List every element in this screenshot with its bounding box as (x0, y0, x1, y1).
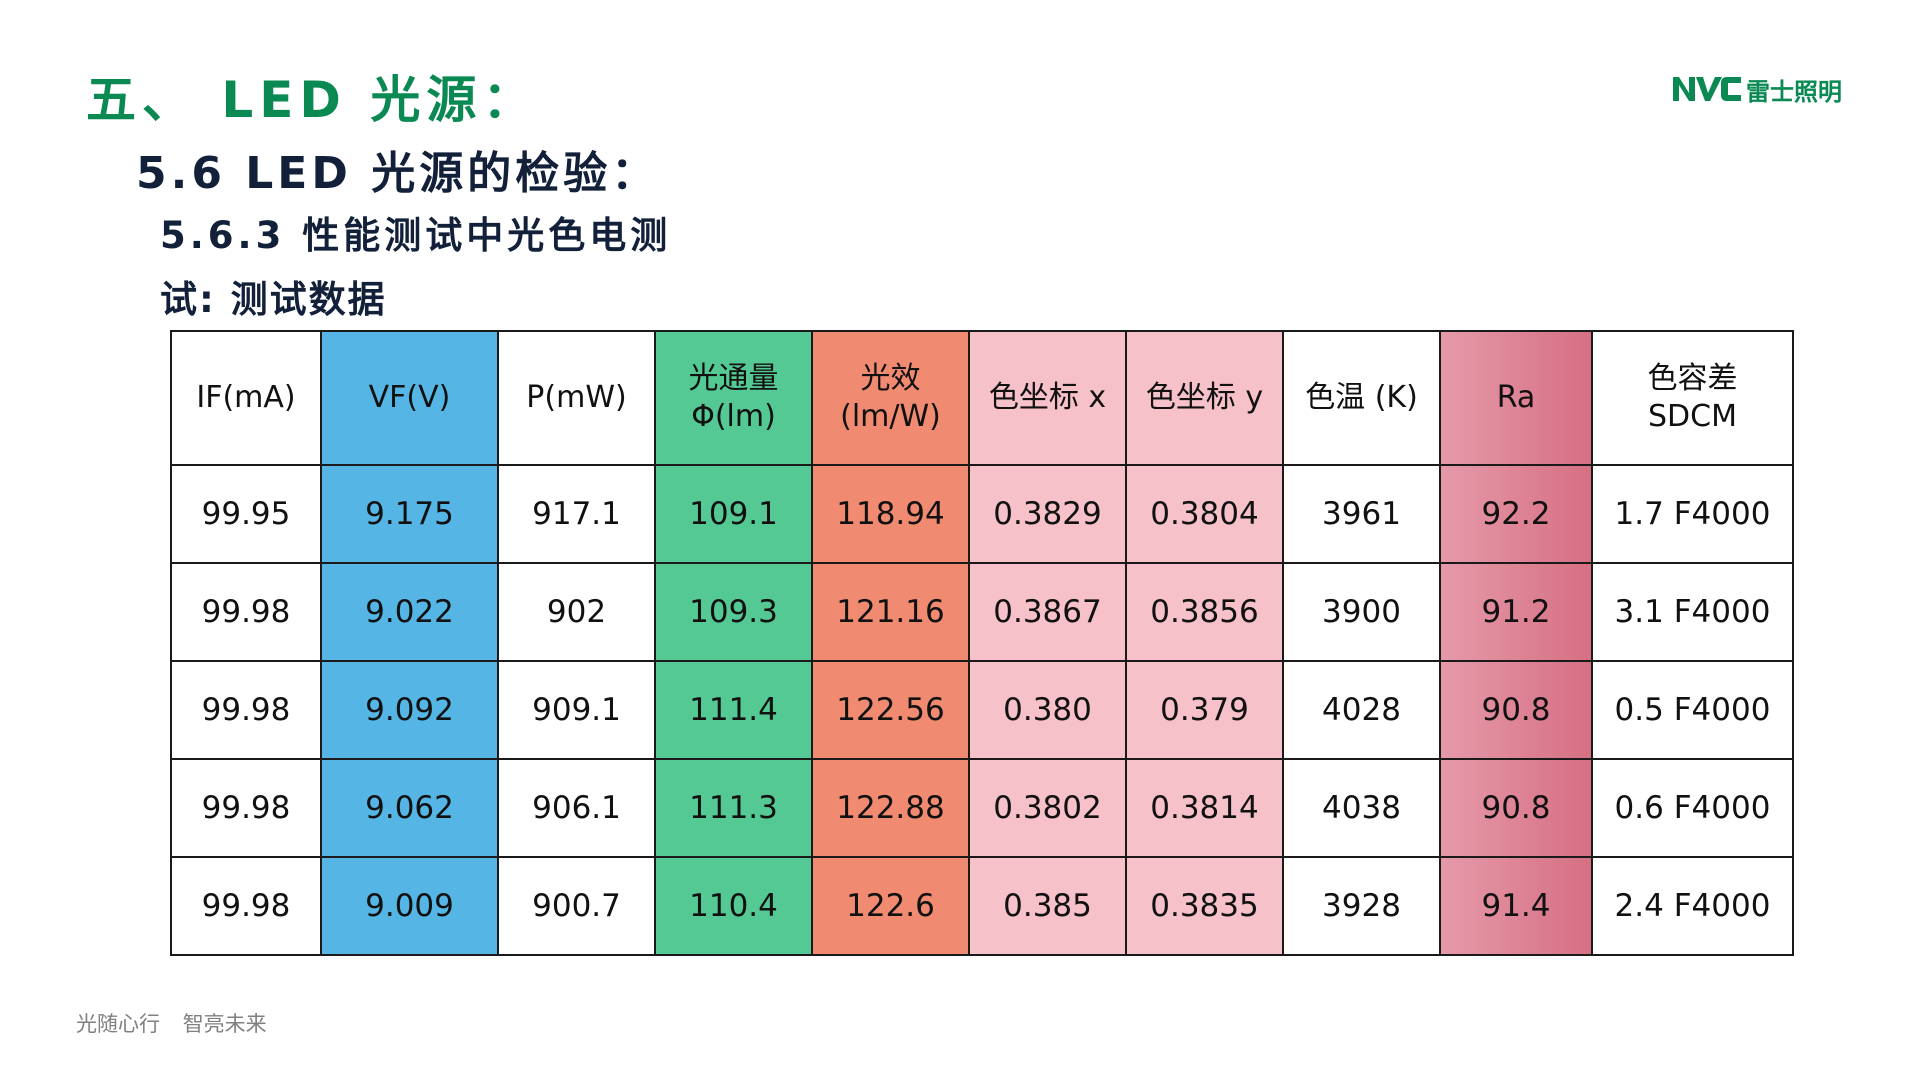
column-header-label: SDCM (1648, 399, 1737, 434)
table-cell: 91.2 (1439, 562, 1593, 662)
column-header: VF(V) (320, 330, 499, 466)
column-header-label: 色温 (K) (1305, 380, 1418, 415)
table-cell: 122.6 (811, 856, 970, 956)
table-cell: 2.4 F4000 (1591, 856, 1794, 956)
table-caption: 试: 测试数据 (160, 278, 387, 321)
column-header: 色坐标 x (968, 330, 1127, 466)
brand-logo: 雷士照明 (1672, 72, 1844, 106)
table-cell: 4038 (1282, 758, 1441, 858)
table-cell: 110.4 (654, 856, 813, 956)
slogan-part-2: 智亮未来 (182, 1012, 267, 1036)
column-header-label: 色容差 (1647, 361, 1738, 396)
table-row: 99.98 9.022 902 109.3 121.16 0.3867 0.3856 3900… (170, 562, 1794, 662)
column-header-label: 光效 (860, 361, 921, 396)
table-cell: 900.7 (497, 856, 656, 956)
table-cell: 0.3829 (968, 464, 1127, 564)
table-cell: 91.4 (1439, 856, 1593, 956)
column-header-label: Φ(lm) (691, 399, 776, 434)
column-header-label: Ra (1496, 380, 1536, 415)
table-cell: 9.175 (320, 464, 499, 564)
table-cell: 0.3804 (1125, 464, 1284, 564)
table-cell: 0.379 (1125, 660, 1284, 760)
table-cell: 99.98 (170, 562, 322, 662)
column-header: 色容差 SDCM (1591, 330, 1794, 466)
slogan-part-1: 光随心行 (76, 1012, 160, 1036)
table-cell: 0.385 (968, 856, 1127, 956)
table-cell: 111.4 (654, 660, 813, 760)
table-cell: 99.98 (170, 856, 322, 956)
table-header-row: IF(mA) VF(V) P(mW) 光通量 Φ(lm) 光效 (lm/W) 色坐标 x 色坐标… (170, 330, 1794, 466)
column-header: 光通量 Φ(lm) (654, 330, 813, 466)
column-header-label: VF(V) (368, 380, 451, 415)
table-cell: 3.1 F4000 (1591, 562, 1794, 662)
table-cell: 9.062 (320, 758, 499, 858)
column-header: Ra (1439, 330, 1593, 466)
table-cell: 0.3867 (968, 562, 1127, 662)
table-cell: 109.3 (654, 562, 813, 662)
table-cell: 90.8 (1439, 660, 1593, 760)
table-body: 99.95 9.175 917.1 109.1 118.94 0.3829 0.3804 39… (170, 464, 1794, 956)
footer-slogan: 光随心行 智亮未来 (76, 1008, 267, 1038)
table-cell: 0.6 F4000 (1591, 758, 1794, 858)
table-cell: 902 (497, 562, 656, 662)
led-test-data-table: IF(mA) VF(V) P(mW) 光通量 Φ(lm) 光效 (lm/W) 色坐标 x 色坐标… (170, 330, 1794, 956)
table-cell: 917.1 (497, 464, 656, 564)
table-cell: 9.009 (320, 856, 499, 956)
column-header: 色坐标 y (1125, 330, 1284, 466)
table-cell: 0.3802 (968, 758, 1127, 858)
table-cell: 0.380 (968, 660, 1127, 760)
table-cell: 3928 (1282, 856, 1441, 956)
column-header: IF(mA) (170, 330, 322, 466)
table-row: 99.95 9.175 917.1 109.1 118.94 0.3829 0.3804 39… (170, 464, 1794, 564)
table-cell: 90.8 (1439, 758, 1593, 858)
column-header-label: 色坐标 y (1145, 380, 1264, 415)
subsubsection-title: 5.6.3 性能测试中光色电测 (160, 214, 672, 257)
table-cell: 0.3856 (1125, 562, 1284, 662)
table-cell: 909.1 (497, 660, 656, 760)
table-cell: 0.3814 (1125, 758, 1284, 858)
table-cell: 1.7 F4000 (1591, 464, 1794, 564)
nvc-logo-mark (1673, 77, 1741, 101)
column-header-label: 光通量 (688, 361, 779, 396)
subsection-title: 5.6 LED 光源的检验： (136, 148, 660, 199)
table-cell: 122.56 (811, 660, 970, 760)
table-cell: 906.1 (497, 758, 656, 858)
table-cell: 9.022 (320, 562, 499, 662)
column-header-label: IF(mA) (196, 380, 296, 415)
column-header-label: 色坐标 x (988, 380, 1107, 415)
table-cell: 3900 (1282, 562, 1441, 662)
table-cell: 9.092 (320, 660, 499, 760)
table-cell: 118.94 (811, 464, 970, 564)
brand-name: 雷士照明 (1746, 77, 1842, 106)
table-cell: 121.16 (811, 562, 970, 662)
column-header-label: (lm/W) (840, 399, 941, 434)
table-cell: 99.95 (170, 464, 322, 564)
table-cell: 0.3835 (1125, 856, 1284, 956)
table-row: 99.98 9.009 900.7 110.4 122.6 0.385 0.3835 3928… (170, 856, 1794, 956)
column-header: 光效 (lm/W) (811, 330, 970, 466)
section-title: 五、 LED 光源： (86, 71, 539, 129)
column-header: P(mW) (497, 330, 656, 466)
column-header: 色温 (K) (1282, 330, 1441, 466)
table-cell: 111.3 (654, 758, 813, 858)
table-cell: 99.98 (170, 758, 322, 858)
table-cell: 3961 (1282, 464, 1441, 564)
table-cell: 99.98 (170, 660, 322, 760)
table-cell: 109.1 (654, 464, 813, 564)
table-cell: 0.5 F4000 (1591, 660, 1794, 760)
table-cell: 122.88 (811, 758, 970, 858)
column-header-label: P(mW) (526, 380, 627, 415)
table-row: 99.98 9.062 906.1 111.3 122.88 0.3802 0.3814 40… (170, 758, 1794, 858)
table-cell: 4028 (1282, 660, 1441, 760)
table-cell: 92.2 (1439, 464, 1593, 564)
table-row: 99.98 9.092 909.1 111.4 122.56 0.380 0.379 4028… (170, 660, 1794, 760)
